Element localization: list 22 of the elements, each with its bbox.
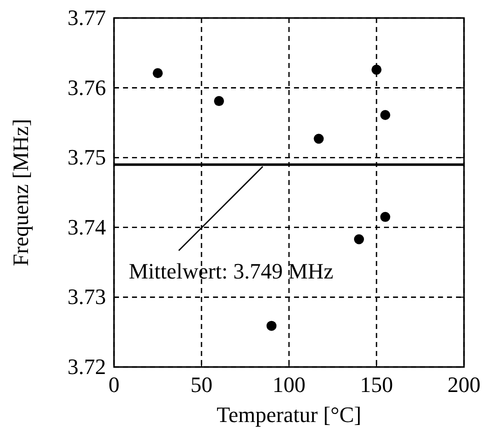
- y-tick-label: 3.77: [68, 5, 106, 30]
- x-tick-label: 0: [108, 372, 120, 397]
- point: [380, 212, 390, 222]
- point: [314, 134, 324, 144]
- annotation: Mittelwert: 3.749 MHz: [128, 258, 334, 284]
- x-tick-label: 150: [360, 372, 393, 397]
- x-axis-title: Temperatur [°C]: [216, 402, 362, 427]
- x-tick-label: 50: [190, 372, 212, 397]
- y-axis-title: Frequenz [MHz]: [8, 118, 33, 266]
- y-tick-label: 3.72: [68, 354, 106, 379]
- point: [152, 68, 163, 78]
- point: [214, 96, 224, 106]
- point: [266, 320, 276, 331]
- point: [380, 110, 390, 120]
- point: [354, 234, 364, 244]
- y-tick-label: 3.73: [68, 284, 106, 310]
- point: [372, 64, 382, 75]
- y-tick-label: 3.74: [68, 214, 106, 240]
- y-tick-label: 3.76: [68, 74, 106, 100]
- y-tick-label: 3.75: [68, 144, 106, 170]
- x-tick-label: 200: [448, 372, 480, 397]
- x-tick-label: 100: [272, 372, 306, 397]
